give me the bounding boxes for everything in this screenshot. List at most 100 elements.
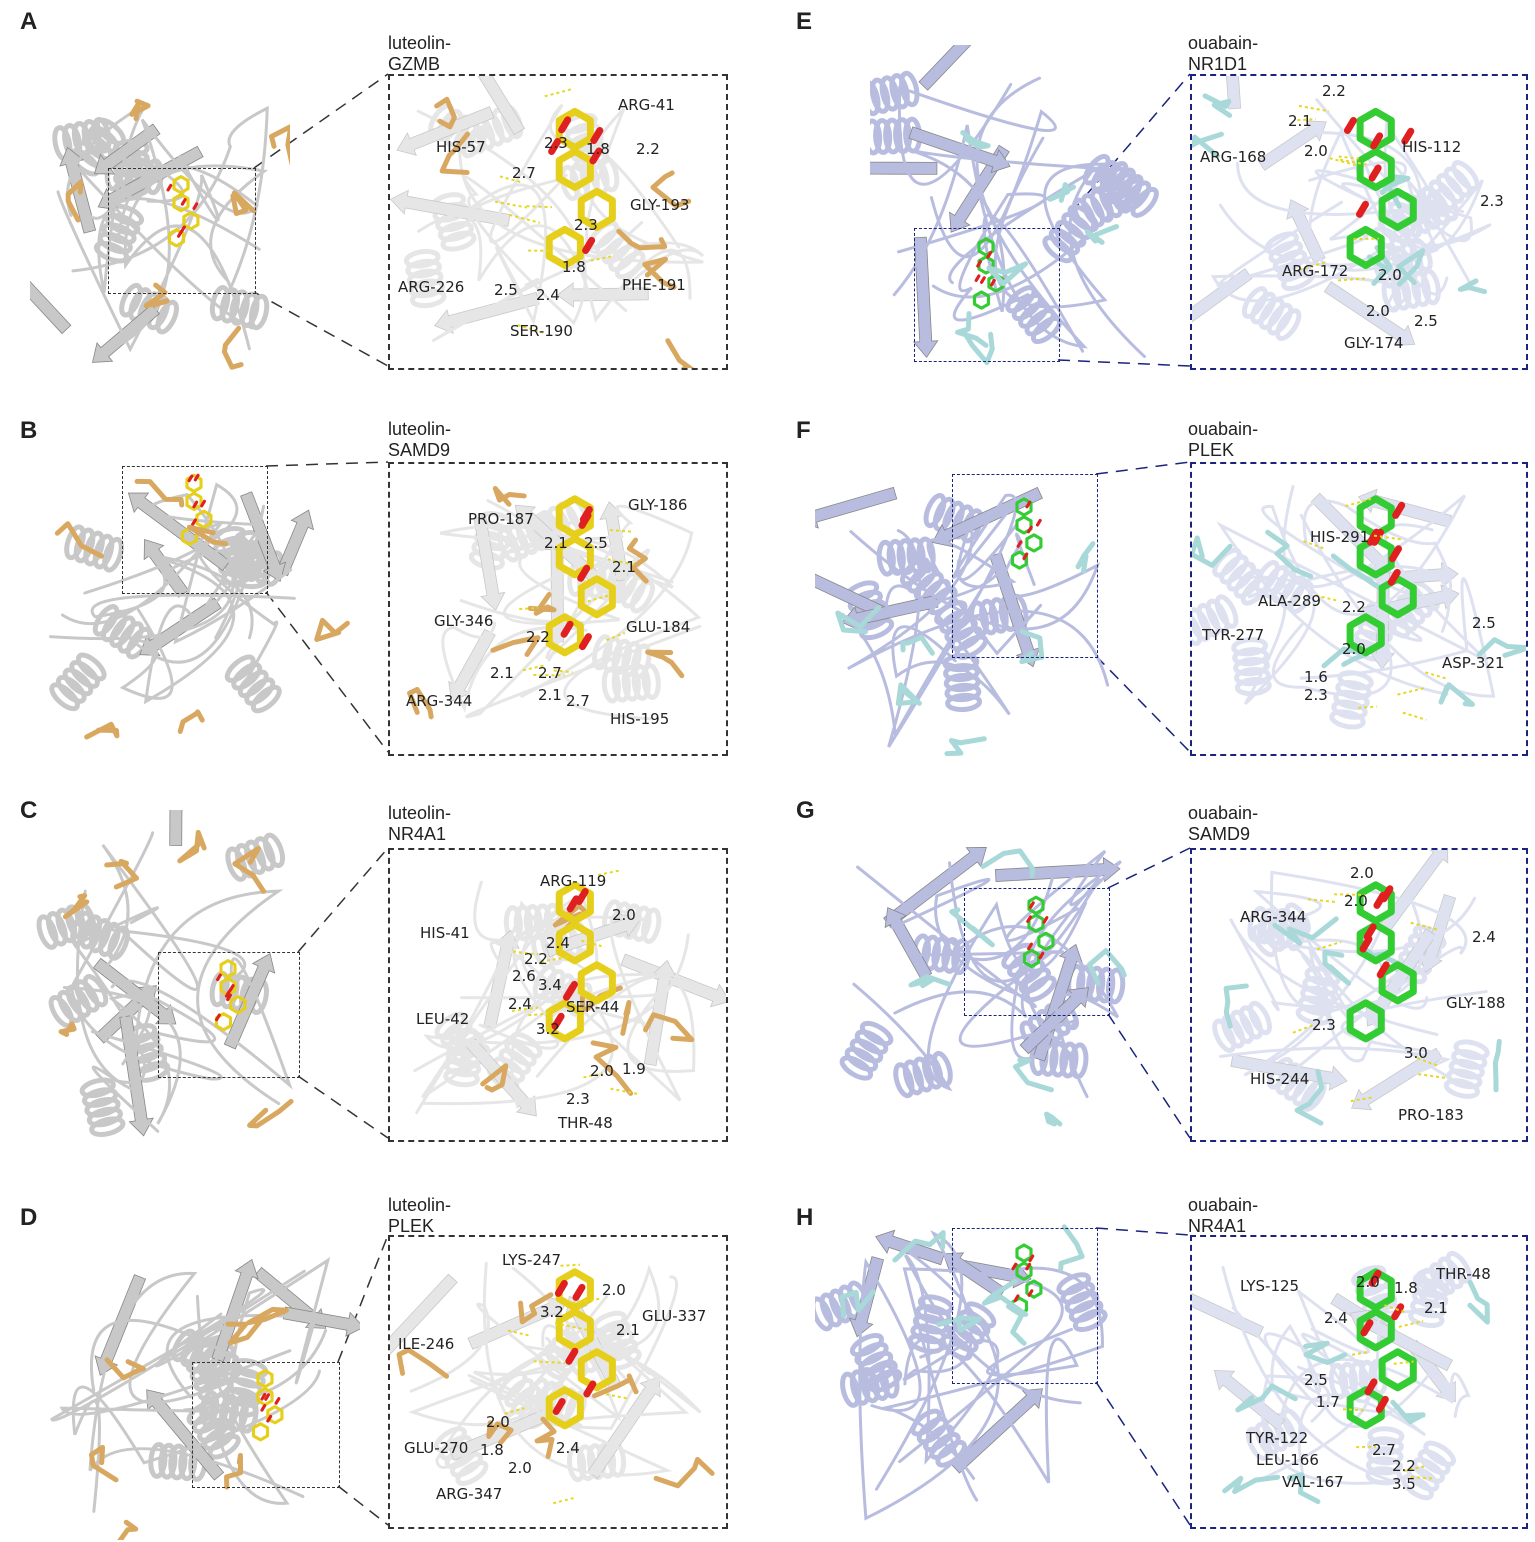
oxygen-atom (552, 1398, 566, 1416)
residue-stick (955, 311, 989, 348)
oxygen-atom (578, 633, 592, 651)
hydrogen-bond (512, 950, 539, 956)
residue-stick (1272, 916, 1339, 946)
overview-zoom-region (952, 474, 1098, 658)
loop (65, 152, 254, 330)
residue-label: SER-190 (510, 322, 573, 340)
oxygen-atom (274, 1397, 281, 1405)
bond-distance-label: 2.4 (556, 1439, 580, 1457)
oxygen-atom (1011, 1262, 1018, 1271)
helix (566, 1440, 627, 1483)
residue-label: LYS-125 (1240, 1277, 1300, 1295)
hydrogen-bond (609, 528, 633, 533)
residue-label: GLY-193 (630, 196, 690, 214)
residue-stick (650, 170, 692, 209)
beta-sheet (918, 45, 1002, 91)
loop (75, 889, 284, 1106)
loop (841, 560, 1004, 740)
bond-distance-label: 2.6 (512, 967, 536, 985)
residue-stick (104, 858, 140, 890)
residue-stick (1202, 93, 1233, 118)
bond-distance-label: 2.2 (1322, 82, 1346, 100)
helix (893, 1050, 953, 1099)
hydrogen-bond (552, 1496, 577, 1505)
residue-stick (908, 974, 951, 989)
binding-site-render (390, 76, 705, 368)
binding-site-render (413, 869, 726, 1117)
bond-distance-label: 1.8 (1394, 1279, 1418, 1297)
protein-cartoon (30, 102, 270, 363)
residue-stick (1222, 1474, 1281, 1495)
oxygen-atom (1368, 164, 1382, 182)
oxygen-atom (1042, 916, 1049, 924)
loop (1272, 607, 1423, 697)
beta-sheet (1213, 1369, 1286, 1431)
hydrogen-bond (499, 175, 522, 184)
residue-label: GLY-174 (1344, 334, 1404, 352)
oxygen-atom (192, 202, 199, 210)
residue-label: TYR-122 (1246, 1429, 1309, 1447)
helix (1245, 1408, 1306, 1461)
loop (143, 553, 254, 705)
residue-stick (129, 98, 151, 122)
loop (417, 213, 692, 323)
residue-label: ILE-246 (398, 1335, 455, 1353)
residue-stick (1005, 1303, 1027, 1346)
oxygen-atom (216, 973, 222, 982)
residue-stick (1303, 1340, 1348, 1365)
bond-distance-label: 2.0 (602, 1281, 626, 1299)
panel-title: ouabain-PLEK (1188, 419, 1259, 460)
loop (72, 906, 160, 1133)
oxygen-atom (266, 1414, 273, 1423)
bond-distance-label: 2.3 (544, 134, 568, 152)
helix (1212, 1000, 1273, 1053)
oxygen-atom (1389, 545, 1403, 563)
bond-distance-label: 2.4 (536, 286, 560, 304)
helix (70, 910, 130, 961)
helix (224, 654, 282, 714)
loop (1299, 513, 1496, 698)
loop (931, 168, 1146, 359)
residue-label: GLY-186 (628, 496, 688, 514)
beta-sheet (1418, 893, 1457, 973)
hydrogen-bond (554, 1322, 587, 1331)
residue-stick (1492, 1038, 1502, 1093)
loop (892, 76, 1088, 349)
residue-stick (88, 1444, 119, 1483)
ligand-stick (214, 959, 247, 1032)
bond-distance-label: 3.0 (1404, 1044, 1428, 1062)
beta-sheet (1377, 850, 1449, 936)
oxygen-atom (577, 564, 591, 582)
residue-stick (1294, 1068, 1325, 1126)
residue-stick (616, 228, 668, 251)
hydrogen-bond (1402, 711, 1427, 721)
helix (876, 536, 936, 577)
residue-label: PRO-183 (1398, 1106, 1464, 1124)
helix (870, 70, 920, 117)
oxygen-atom (558, 116, 572, 134)
residue-label: ARG-172 (1282, 262, 1349, 280)
helix (1264, 231, 1316, 292)
loop (858, 1242, 1000, 1521)
oxygen-atom (1028, 901, 1035, 909)
oxygen-atom (1359, 935, 1373, 953)
residue-stick (1265, 529, 1314, 579)
residue-label: ALA-289 (1258, 592, 1321, 610)
residue-stick (246, 1306, 289, 1326)
oxygen-atom (1025, 1262, 1032, 1271)
ligand-stick (545, 495, 616, 657)
beta-sheet (1351, 1047, 1443, 1111)
oxygen-atom (1387, 568, 1401, 586)
ligand-stick (1010, 1243, 1043, 1316)
loop (458, 107, 704, 264)
helix (1241, 286, 1302, 342)
bond-distance-label: 1.6 (1304, 668, 1328, 686)
residue-stick (1476, 637, 1526, 658)
beta-sheet (587, 1376, 661, 1479)
helix (79, 1077, 126, 1137)
oxygen-atom (990, 278, 996, 287)
bond-distance-label: 2.0 (1344, 892, 1368, 910)
beta-sheet (950, 1388, 1043, 1474)
loop (439, 499, 702, 721)
hydrogen-bond (1384, 1304, 1408, 1314)
